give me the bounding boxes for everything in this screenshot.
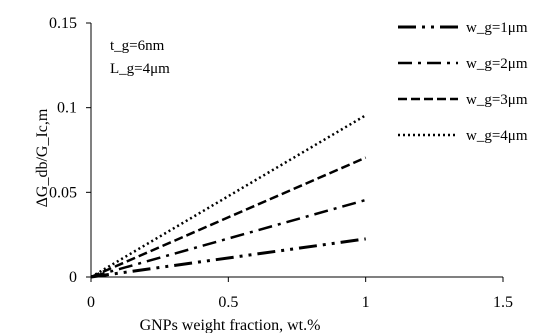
annotation-lg: L_g=4μm xyxy=(110,61,170,77)
legend-label-4: w_g=4μm xyxy=(466,128,528,144)
series-line-3 xyxy=(90,156,367,279)
y-tick-label: 0.1 xyxy=(57,100,77,117)
legend: w_g=1μm w_g=2μm w_g=3μm w_g=4μm xyxy=(398,20,528,144)
ticks: 0 0.5 1 1.5 0 0.05 0.1 0.15 xyxy=(49,15,513,311)
annotations: t_g=6nm L_g=4μm xyxy=(110,38,170,77)
x-tick-label: 0.5 xyxy=(218,294,238,311)
axes xyxy=(90,23,503,278)
series-line-1 xyxy=(90,237,366,279)
x-tick-label: 1 xyxy=(362,294,370,311)
y-tick-label: 0.15 xyxy=(49,15,77,32)
x-tick-label: 1.5 xyxy=(493,294,513,311)
series-line-4 xyxy=(90,114,367,279)
x-axis-label: GNPs weight fraction, wt.% xyxy=(140,317,321,333)
y-tick-label: 0.05 xyxy=(49,184,77,201)
series-line-2 xyxy=(90,198,367,279)
legend-label-2: w_g=2μm xyxy=(466,56,528,72)
x-tick-label: 0 xyxy=(87,294,95,311)
series-lines xyxy=(90,114,367,279)
y-axis-label: ΔG_db/G_Ic,m xyxy=(34,108,51,207)
legend-label-1: w_g=1μm xyxy=(466,20,528,36)
legend-label-3: w_g=3μm xyxy=(466,92,528,108)
y-tick-label: 0 xyxy=(69,269,77,286)
annotation-tg: t_g=6nm xyxy=(110,38,165,54)
